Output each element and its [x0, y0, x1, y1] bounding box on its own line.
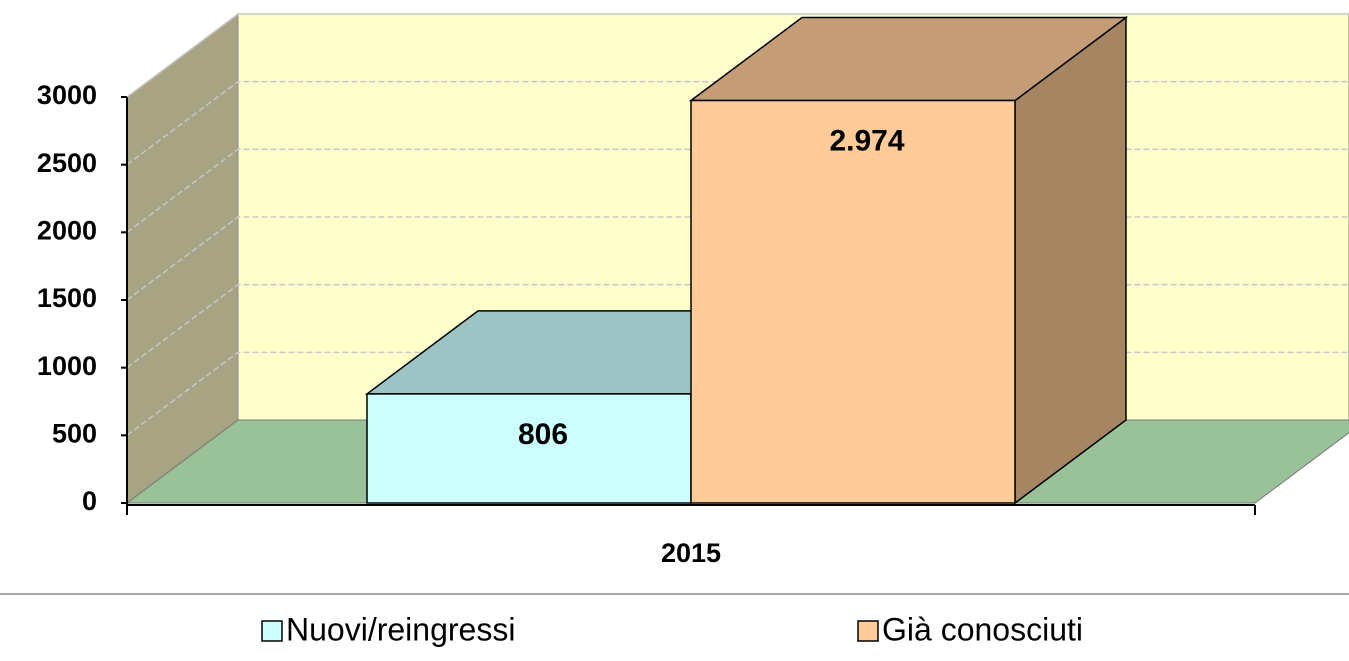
legend-swatch — [857, 620, 879, 642]
bar — [366, 393, 692, 504]
bar-side — [1014, 16, 1127, 505]
grid-line — [126, 351, 1349, 436]
grid-line — [126, 216, 1349, 301]
grid-line — [126, 80, 1349, 166]
x-tick-label: 2015 — [661, 538, 721, 568]
y-tick-label: 2500 — [37, 148, 97, 178]
y-tick-label: 3000 — [37, 80, 97, 110]
bar — [690, 99, 1016, 504]
grid-line — [126, 148, 1349, 233]
y-tick-label: 500 — [52, 418, 97, 448]
data-label: 806 — [518, 418, 568, 451]
y-tick-label: 0 — [82, 486, 97, 516]
y-tick-label: 1000 — [37, 351, 97, 381]
grid-line — [126, 283, 1349, 369]
side-wall — [126, 13, 239, 504]
legend-label: Nuovi/reingressi — [286, 611, 515, 647]
y-tick-label: 2000 — [37, 215, 97, 245]
grid-line — [126, 13, 1349, 98]
legend-swatch — [261, 620, 283, 642]
legend-label: Già conosciuti — [882, 611, 1083, 647]
data-label: 2.974 — [829, 124, 904, 157]
y-tick-label: 1500 — [37, 283, 97, 313]
